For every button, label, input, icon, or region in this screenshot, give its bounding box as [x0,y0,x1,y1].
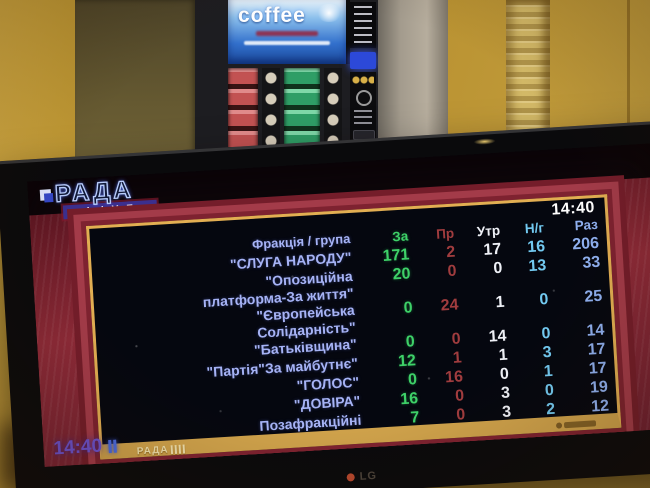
tv-frame: РАДА LIVE 14:40 Фракція / група За [0,119,650,488]
votes-abstain: 0 [492,259,503,278]
frame-maker-mark [563,420,597,429]
tv-screen: РАДА LIVE 14:40 Фракція / група За [27,142,650,468]
price-list-panel [350,2,376,48]
voting-results-table: Фракція / група За Пр Утр Н/г Раз "СЛУГА… [98,215,609,446]
coffee-bean-graphic [316,4,342,22]
votes-for: 20 [392,265,412,284]
coffee-brand-text: coffee [238,4,306,27]
logo-ring-icon [356,90,372,106]
broadcast-clock: 14:40 [550,198,596,219]
wall-molding [506,0,550,140]
votes-notvoting: 0 [538,290,549,309]
votes-abstain: 1 [495,293,505,312]
wall-seam [627,0,630,125]
votes-total: 12 [590,397,610,416]
votes-against: 0 [447,262,457,281]
coffee-subtitle-line [256,31,318,36]
votes-for: 7 [409,409,420,427]
lg-logo: LG [346,470,377,484]
tv-overlay-timestamp: 14:40 [53,435,117,461]
votes-total: 33 [581,253,601,272]
voting-board-frame: 14:40 Фракція / група За Пр Утр Н/г Раз [86,194,622,460]
side-cabinet [75,0,197,172]
product-slots-right [284,68,320,154]
instruction-text-lines [354,110,372,126]
coffee-display-panel: coffee [228,0,346,64]
rada-logo-mark-icon [39,189,52,201]
votes-notvoting: 2 [545,400,556,419]
light-glint [473,137,496,146]
votes-abstain: 3 [501,403,512,421]
voting-board: 14:40 Фракція / група За Пр Утр Н/г Раз [97,198,609,444]
machine-lcd-display [350,52,376,69]
votes-total: 25 [583,287,603,306]
power-led [346,473,355,482]
pause-icon [107,439,117,453]
coffee-subtitle-line2 [244,41,330,45]
votes-against: 0 [455,406,466,424]
coin-slot-icons [352,76,374,84]
lg-brand-text: LG [359,469,378,483]
live-badge-label: LIVE [86,202,142,217]
votes-against: 24 [440,296,460,315]
votes-notvoting: 13 [527,257,547,276]
votes-for: 0 [403,299,414,317]
machine-divider [346,0,350,64]
